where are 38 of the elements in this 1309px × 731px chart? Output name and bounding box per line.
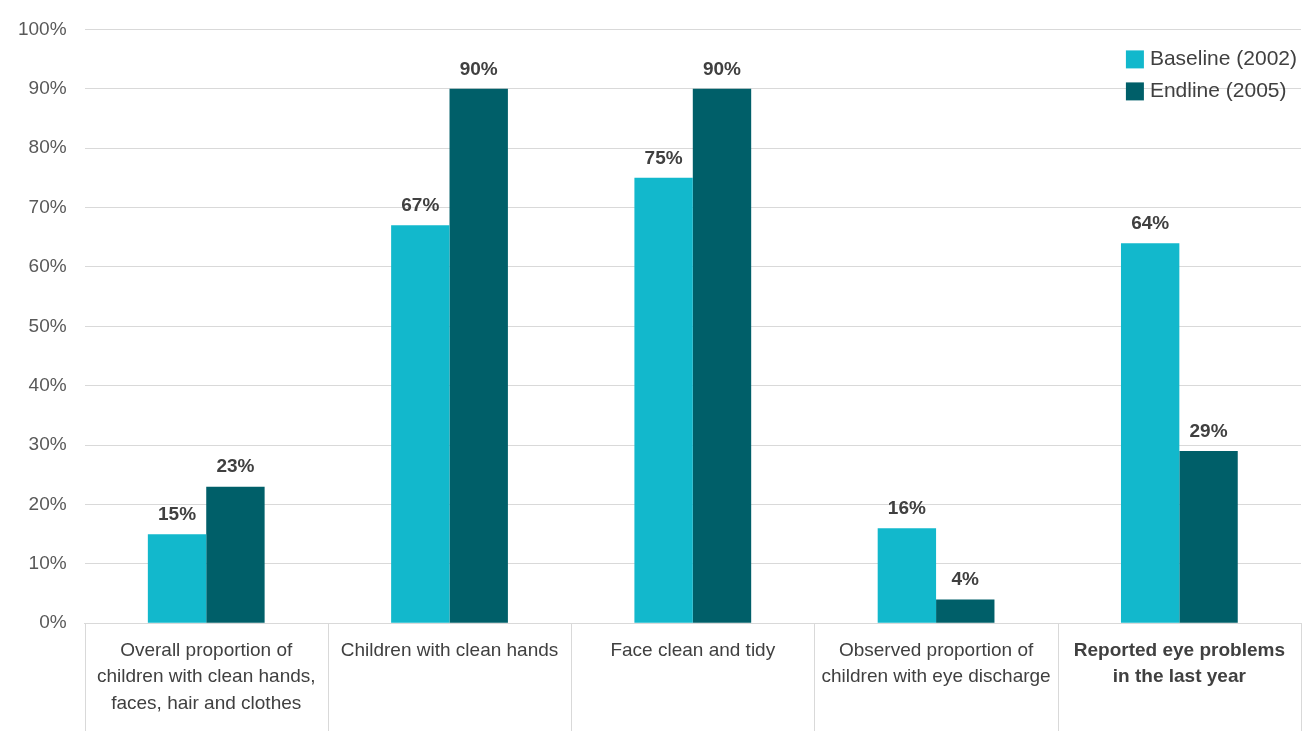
bar bbox=[692, 88, 752, 623]
y-tick-label: 90% bbox=[28, 77, 67, 99]
data-label: 4% bbox=[951, 568, 980, 590]
y-tick-label: 60% bbox=[28, 255, 67, 277]
data-label: 90% bbox=[702, 57, 742, 79]
y-tick-label: 40% bbox=[28, 373, 67, 395]
data-label: 75% bbox=[644, 146, 683, 168]
x-tick-label: Observed proportion of children with eye discharge bbox=[821, 638, 1051, 687]
data-label: 15% bbox=[158, 502, 197, 524]
bar bbox=[391, 225, 450, 623]
bar bbox=[147, 534, 207, 623]
y-tick-label: 20% bbox=[28, 492, 67, 514]
y-tick-label: 50% bbox=[28, 314, 67, 336]
bar bbox=[206, 486, 265, 623]
bar bbox=[1179, 451, 1238, 623]
x-tick-label: Reported eye problems in the last year bbox=[1073, 638, 1285, 687]
bar bbox=[1120, 243, 1180, 623]
y-tick-label: 10% bbox=[28, 552, 67, 574]
x-tick-label: Overall proportion of children with clean hands, faces, hair and clothes bbox=[96, 638, 316, 713]
legend-label: Baseline (2002) bbox=[1149, 46, 1297, 70]
data-label: 90% bbox=[459, 57, 498, 79]
data-label: 23% bbox=[216, 455, 255, 477]
x-tick-label: Face clean and tidy bbox=[610, 638, 776, 660]
x-tick-label: Children with clean hands bbox=[340, 638, 559, 660]
legend-label: Endline (2005) bbox=[1149, 78, 1287, 102]
data-label: 64% bbox=[1131, 211, 1170, 233]
y-tick-label: 80% bbox=[28, 136, 67, 158]
bar bbox=[877, 528, 937, 623]
y-tick-label: 0% bbox=[39, 611, 67, 633]
data-label: 29% bbox=[1189, 419, 1228, 441]
y-tick-label: 30% bbox=[28, 433, 67, 455]
bar bbox=[936, 599, 995, 623]
y-tick-label: 100% bbox=[17, 17, 67, 39]
bar bbox=[634, 177, 693, 623]
data-label: 67% bbox=[401, 194, 440, 216]
bar bbox=[449, 88, 508, 623]
data-label: 16% bbox=[887, 496, 926, 518]
y-tick-label: 70% bbox=[28, 195, 67, 217]
